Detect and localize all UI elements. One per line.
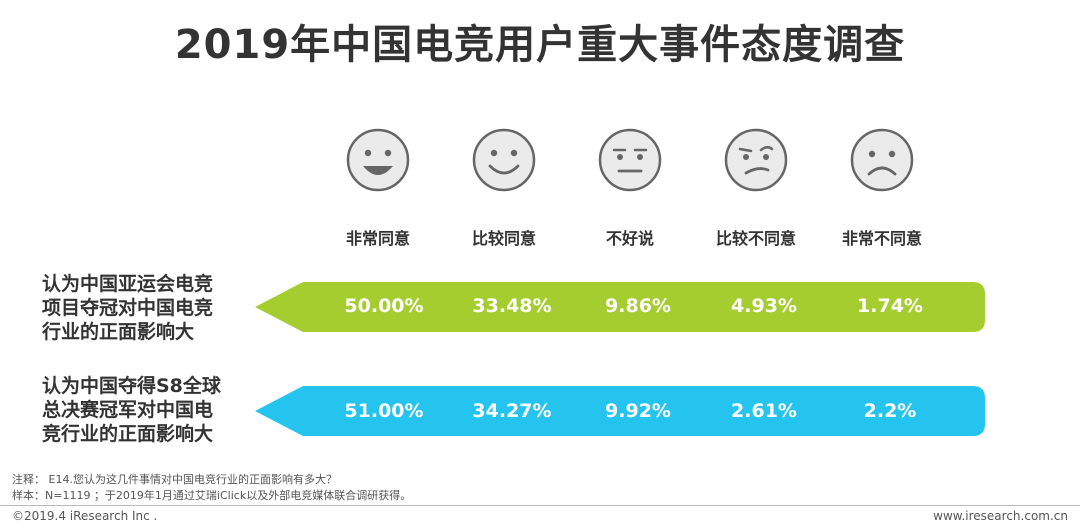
row-label-line: 竞行业的正面影响大: [42, 423, 214, 445]
data-value: 33.48%: [472, 295, 552, 317]
page-title: 2019年中国电竞用户重大事件态度调查: [174, 22, 906, 68]
footer-divider: [0, 505, 1080, 506]
data-value: 34.27%: [472, 400, 552, 422]
row-band-asian-games: [255, 282, 985, 332]
row-band-s8-worlds: [255, 386, 985, 436]
category-label: 比较同意: [471, 229, 536, 248]
row-label-line: 认为中国亚运会电竞: [42, 273, 214, 295]
data-value: 4.93%: [731, 295, 797, 317]
row-band-shape: [255, 282, 985, 332]
data-value: 2.61%: [731, 400, 797, 422]
data-value: 50.00%: [344, 295, 424, 317]
data-value: 9.92%: [605, 400, 671, 422]
very-happy-face-icon: [346, 128, 410, 192]
category-label: 非常不同意: [841, 229, 922, 248]
data-value: 9.86%: [605, 295, 671, 317]
sad-face-icon: [850, 128, 914, 192]
note-sample: 样本：N=1119 ；于2019年1月通过艾瑞iClick以及外部电竞媒体联合调…: [12, 489, 412, 502]
data-value: 51.00%: [344, 400, 424, 422]
footer-copyright: ©2019.4 iResearch Inc .: [12, 509, 158, 523]
footer-website[interactable]: www.iresearch.com.cn: [933, 509, 1068, 523]
face-icons-row: [0, 128, 1080, 194]
row-label-line: 项目夺冠对中国电竞: [42, 297, 214, 319]
smile-face-icon: [472, 128, 536, 192]
row-label-line: 认为中国夺得S8全球: [42, 375, 221, 397]
category-label: 比较不同意: [715, 229, 796, 248]
data-value: 1.74%: [857, 295, 923, 317]
neutral-face-icon: [598, 128, 662, 192]
category-label: 不好说: [605, 229, 654, 248]
row-label-line: 行业的正面影响大: [42, 321, 195, 343]
row-label-line: 总决赛冠军对中国电: [42, 399, 214, 421]
skeptical-face-icon: [724, 128, 788, 192]
row-band-shape: [255, 386, 985, 436]
data-value: 2.2%: [863, 400, 917, 422]
category-label: 非常同意: [345, 229, 410, 248]
note-question: 注释： E14.您认为这几件事情对中国电竞行业的正面影响有多大？: [12, 473, 337, 486]
row-label-asian-games: 认为中国亚运会电竞 项目夺冠对中国电竞 行业的正面影响大: [42, 272, 257, 344]
row-label-s8-worlds: 认为中国夺得S8全球 总决赛冠军对中国电 竞行业的正面影响大: [42, 374, 257, 446]
